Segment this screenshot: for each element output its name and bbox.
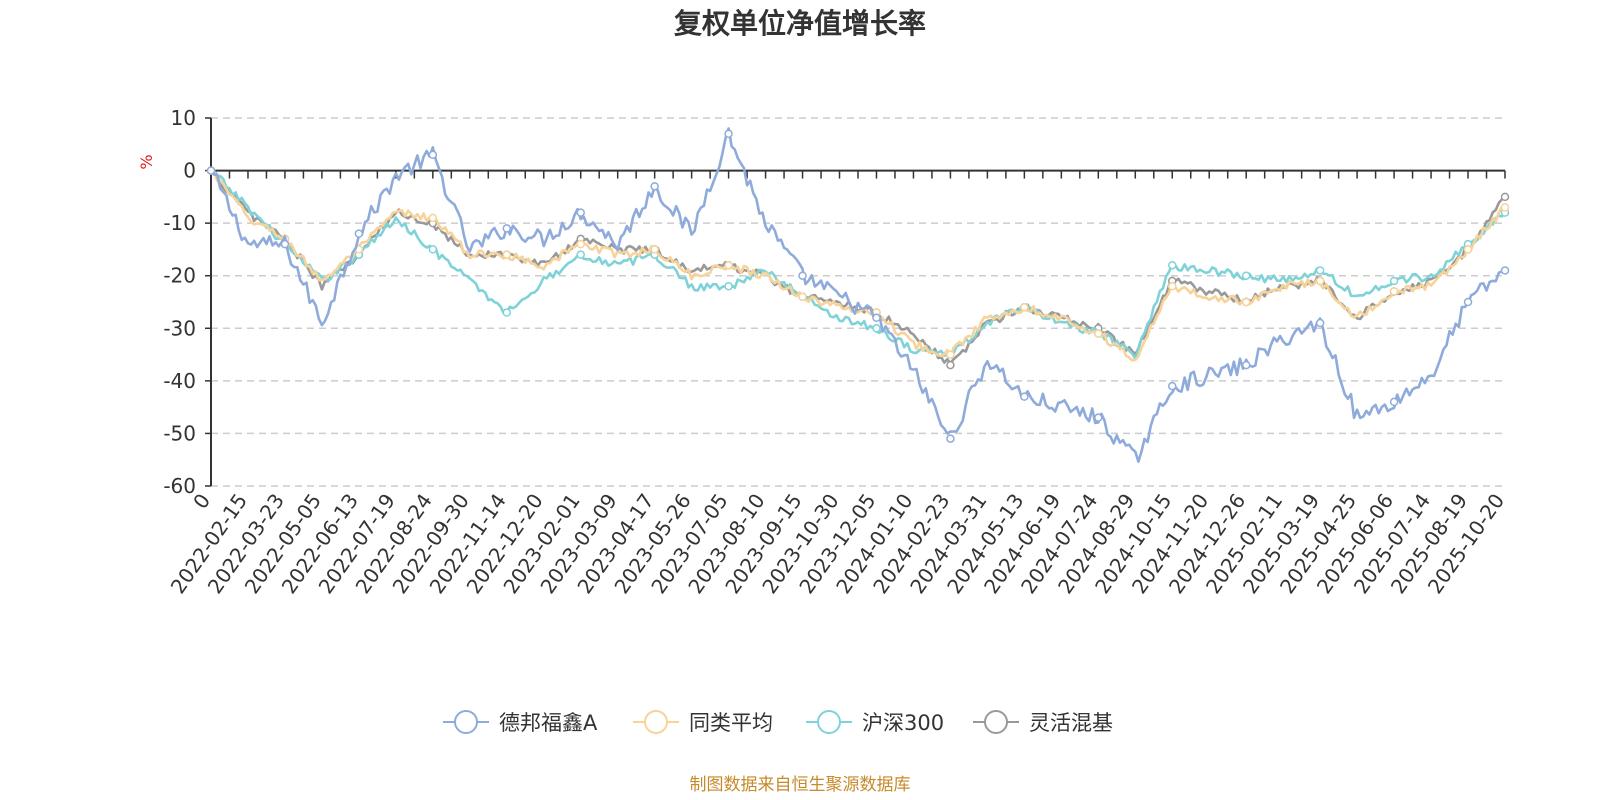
data-point [1241,297,1251,307]
data-point [1241,360,1251,370]
y-tick-label: -60 [163,474,196,498]
data-point [280,239,290,249]
data-point [1389,397,1399,407]
legend-marker-icon [644,710,668,734]
data-point [1315,318,1325,328]
axes: 100-10-20-30-40-50-6002022-02-152022-03-… [163,106,1509,598]
data-point [1463,297,1473,307]
data-point [1389,276,1399,286]
data-point [206,166,216,175]
data-point [724,281,733,291]
data-point [1241,271,1251,280]
legend[interactable]: 德邦福鑫A 同类平均 沪深300 灵活混基 [443,710,1113,735]
data-point [1463,245,1473,254]
data-point [1168,381,1177,391]
data-point [872,324,881,333]
data-point [946,350,955,359]
data-point [428,150,438,160]
data-point [428,245,438,254]
y-tick-label: -20 [163,264,196,288]
data-point [650,182,659,191]
source-note: 制图数据来自恒生聚源数据库 [690,775,911,795]
data-point [946,360,955,370]
series-line-3 [210,169,1506,365]
legend-label: 同类平均 [689,711,773,735]
data-point [1168,260,1177,270]
legend-marker-icon [984,710,1008,734]
chart-title: 复权单位净值增长率 [674,7,926,40]
data-point [724,260,733,270]
series-line-1 [210,169,1506,362]
data-point [1315,276,1325,286]
data-point [1094,413,1103,422]
data-point [502,308,512,317]
data-point [1168,281,1177,291]
legend-item[interactable]: 德邦福鑫A [443,710,598,735]
series-lines [206,127,1510,463]
data-point [798,292,807,301]
data-point [576,250,585,259]
data-point [354,229,364,238]
data-point [1500,192,1510,202]
legend-item[interactable]: 同类平均 [633,710,773,735]
x-tick-label: 0 [188,489,215,513]
series-line-0 [209,127,1506,463]
legend-label: 德邦福鑫A [499,711,598,735]
data-point [724,129,733,139]
data-point [1500,203,1510,212]
data-point [576,208,585,217]
data-point [576,239,585,249]
y-tick-label: -30 [163,316,196,340]
data-point [872,313,881,323]
y-tick-label: -50 [163,421,196,445]
y-tick-label: -10 [163,211,196,235]
data-point [502,250,512,259]
legend-item[interactable]: 灵活混基 [973,710,1113,735]
legend-label: 灵活混基 [1029,711,1113,735]
data-point [428,213,438,223]
legend-label: 沪深300 [862,711,944,735]
y-tick-label: 0 [183,159,196,183]
data-point [1020,392,1029,401]
data-point [650,245,659,254]
y-tick-label: 10 [171,106,196,130]
data-point [1315,266,1325,275]
data-point [946,434,955,443]
legend-item[interactable]: 沪深300 [806,710,944,735]
data-point [502,224,512,233]
data-point [1500,266,1510,275]
legend-marker-icon [454,710,478,734]
y-axis-label: % [137,154,156,169]
data-point [798,271,807,280]
data-point [1389,287,1399,296]
data-point [1020,303,1029,312]
y-tick-label: -40 [163,369,196,393]
series-line-2 [210,169,1507,361]
data-point [1094,329,1103,338]
legend-marker-icon [817,710,841,734]
